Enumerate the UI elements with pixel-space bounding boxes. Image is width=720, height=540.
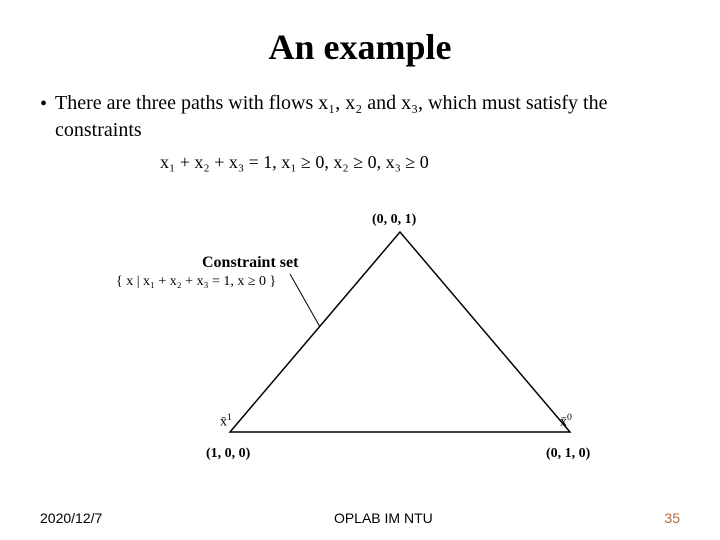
constraint-set-label: Constraint set xyxy=(202,254,298,272)
footer-date: 2020/12/7 xyxy=(40,510,102,526)
vertex-right-label: (0, 1, 0) xyxy=(546,446,590,462)
footer-center: OPLAB IM NTU xyxy=(334,510,433,526)
bullet-marker: • xyxy=(40,90,47,118)
bullet-pre: There are three paths with flows xyxy=(55,92,318,114)
constraint-set-expr: { x | x₁ + x₂ + x₃ = 1, x ≥ 0 } xyxy=(116,274,276,290)
vertex-left-label: (1, 0, 0) xyxy=(206,446,250,462)
footer: 2020/12/7 OPLAB IM NTU 35 xyxy=(40,510,680,526)
bullet-vars: x₁, x₂ and x₃ xyxy=(318,92,418,114)
triangle-svg xyxy=(60,212,660,472)
corner-math-left: x̄1 xyxy=(220,412,232,431)
callout-line xyxy=(290,274,320,327)
constraint-equation: x₁ + x₂ + x₃ = 1, x₁ ≥ 0, x₂ ≥ 0, x₃ ≥ 0 xyxy=(160,152,680,173)
triangle-diagram: (0, 0, 1) (1, 0, 0) (0, 1, 0) Constraint… xyxy=(60,212,660,472)
slide: An example • There are three paths with … xyxy=(0,0,720,540)
footer-page: 35 xyxy=(664,510,680,526)
body-bullet: • There are three paths with flows x₁, x… xyxy=(40,90,680,144)
vertex-top-label: (0, 0, 1) xyxy=(372,212,416,228)
corner-math-right: x̄0 xyxy=(560,412,572,431)
bullet-text: There are three paths with flows x₁, x₂ … xyxy=(55,90,680,144)
page-title: An example xyxy=(40,26,680,68)
